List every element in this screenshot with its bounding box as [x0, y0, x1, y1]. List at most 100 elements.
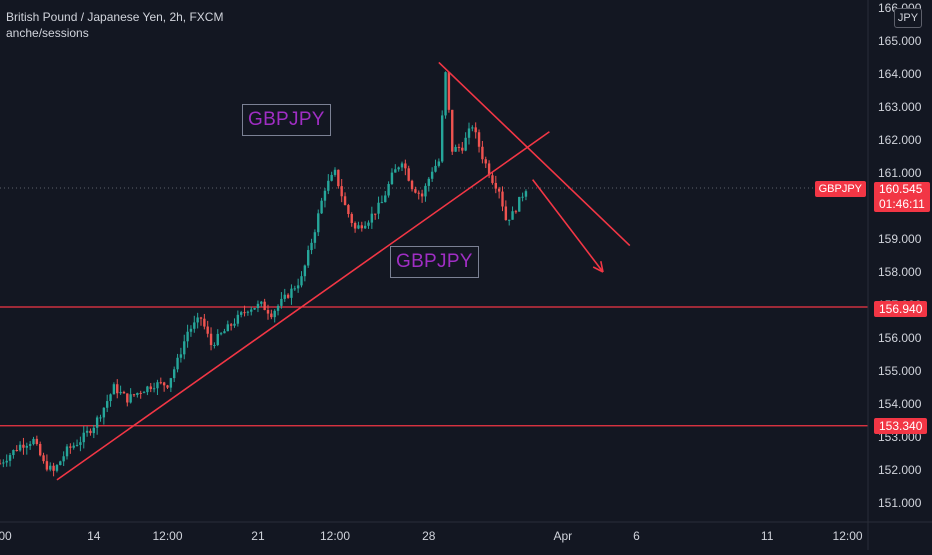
candle-body — [92, 427, 95, 434]
candle-body — [45, 461, 49, 470]
time-tick-label: 12:00 — [152, 529, 182, 543]
candle-body — [229, 324, 233, 326]
candle-body — [521, 196, 524, 198]
forecast-arrow-head — [600, 261, 604, 273]
price-tick-label: 165.000 — [878, 34, 922, 48]
candle-body — [89, 430, 92, 434]
candle-body — [263, 301, 266, 311]
candle-body — [487, 163, 491, 176]
candle-body — [400, 163, 404, 168]
candle-body — [106, 401, 109, 408]
candle-body — [270, 313, 273, 318]
candle-body — [240, 312, 243, 315]
candle-body — [310, 242, 313, 251]
candle-body — [2, 462, 5, 464]
price-tick-label: 161.000 — [878, 166, 922, 180]
candle-body — [410, 180, 414, 190]
candle-body — [407, 168, 410, 181]
candle-body — [176, 357, 179, 370]
candle-body — [203, 318, 206, 327]
candle-body — [59, 461, 62, 466]
candle-body — [32, 438, 35, 445]
candle-body — [179, 354, 183, 358]
level-tag-lower: 153.340 — [874, 418, 928, 434]
trendline — [438, 61, 631, 247]
candle-body — [280, 298, 283, 306]
candle-body — [79, 442, 82, 445]
candle-body — [199, 317, 203, 319]
candle-body — [491, 175, 494, 183]
price-axis: 151.000152.000153.000154.000155.000156.0… — [867, 0, 922, 550]
candle-body — [28, 444, 32, 446]
candle-body — [457, 146, 461, 148]
candle-body — [142, 392, 146, 394]
candle-body — [260, 301, 263, 304]
candle-body — [494, 182, 497, 189]
candle-body — [417, 192, 420, 194]
candle-body — [303, 265, 307, 277]
candle-body — [320, 200, 323, 214]
candle-body — [390, 172, 394, 185]
candle-body — [343, 196, 347, 206]
candle-body — [286, 294, 290, 298]
candle-body — [327, 180, 330, 191]
candle-body — [49, 465, 52, 470]
forecast-arrow-head — [592, 266, 604, 273]
forecast-arrow-shaft — [532, 179, 604, 273]
candle-body — [283, 294, 286, 299]
candle-body — [296, 285, 300, 289]
candle-body — [116, 384, 119, 394]
candle-body — [129, 394, 132, 403]
candle-body — [387, 184, 390, 196]
candle-body — [374, 213, 377, 215]
gbpjpy-note-upper[interactable]: GBPJPY — [242, 104, 331, 136]
candle-body — [508, 219, 511, 221]
candle-body — [273, 310, 276, 318]
candle-body — [5, 460, 8, 463]
candle-body — [219, 333, 223, 335]
candle-body — [22, 444, 25, 448]
candle-body — [370, 213, 374, 223]
candle-body — [233, 323, 236, 326]
trend-drawings — [56, 61, 631, 481]
price-tick-label: 152.000 — [878, 463, 922, 477]
candle-body — [394, 169, 397, 173]
candle-body — [501, 191, 504, 207]
candle-body — [363, 225, 367, 229]
candle-body — [454, 146, 457, 152]
candle-body — [223, 331, 226, 334]
last-price-value: 160.545 — [879, 182, 923, 196]
candle-body — [162, 382, 166, 386]
candle-body — [112, 384, 116, 395]
indicator-label[interactable]: anche/sessions — [6, 26, 89, 40]
candle-body — [471, 127, 474, 129]
gbpjpy-note-lower[interactable]: GBPJPY — [390, 246, 479, 278]
candle-body — [186, 331, 189, 342]
symbol-title[interactable]: British Pound / Japanese Yen, 2h, FXCM — [6, 10, 224, 24]
candle-body — [323, 190, 327, 201]
candle-body — [420, 193, 424, 197]
candle-body — [132, 394, 136, 396]
candle-body — [15, 450, 18, 452]
chart-legend: British Pound / Japanese Yen, 2h, FXCM a… — [6, 9, 223, 41]
candle-body — [243, 312, 246, 314]
currency-badge[interactable]: JPY — [894, 8, 922, 28]
candle-body — [250, 309, 253, 312]
candle-body — [477, 132, 481, 147]
candle-body — [307, 250, 310, 266]
candle-body — [69, 446, 72, 448]
candle-body — [236, 314, 240, 324]
candle-body — [350, 214, 353, 223]
candle-body — [99, 417, 102, 419]
candle-body — [427, 178, 430, 186]
candle-body — [119, 391, 122, 394]
trendline — [56, 131, 550, 481]
candle-body — [317, 213, 320, 233]
candle-body — [497, 188, 501, 192]
candle-body — [216, 333, 219, 345]
candle-body — [397, 167, 400, 170]
candle-body — [347, 205, 350, 215]
candle-body — [206, 326, 209, 334]
